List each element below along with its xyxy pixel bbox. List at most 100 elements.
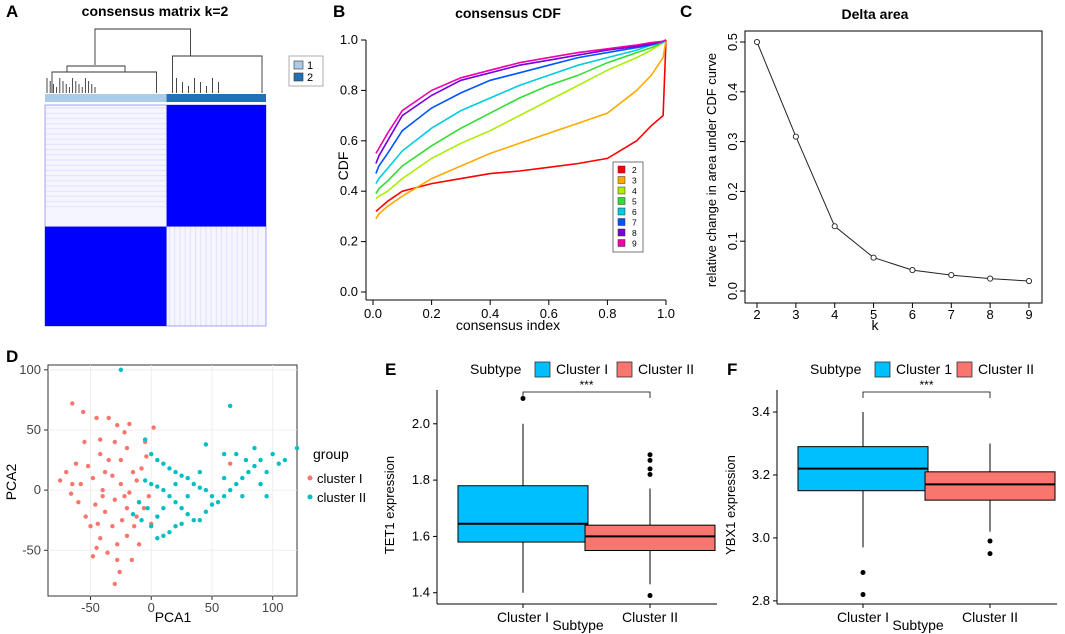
pca-points — [57, 367, 300, 587]
box-x-tick-label: Cluster II — [962, 609, 1018, 625]
pca-point-cluster-ii — [142, 478, 148, 483]
legend-swatch-cluster-1 — [874, 361, 891, 378]
legend-label-cluster-ii: cluster II — [317, 490, 366, 505]
pca-point-cluster-i — [134, 478, 139, 483]
delta-point-k9 — [1025, 277, 1033, 285]
pca-point-cluster-ii — [221, 475, 227, 481]
pca-point-cluster-ii — [203, 487, 209, 493]
pca-point-cluster-ii — [246, 469, 251, 475]
panel-e-legend: Subtype Cluster I Cluster II — [470, 361, 694, 378]
cdf-legend-swatch-6 — [617, 207, 626, 216]
cdf-line-k8 — [375, 39, 667, 164]
delta-line — [756, 41, 1030, 282]
c-x-tick-label: 4 — [831, 307, 838, 322]
legend-box — [288, 55, 324, 87]
pca-point-cluster-i — [102, 469, 108, 475]
pca-point-cluster-i — [227, 461, 233, 466]
panel-d: D -50 0 50 100 -50 0 50 100 PCA1 PCA2 group clu… — [3, 347, 366, 625]
heatmap-block-1 — [166, 105, 266, 227]
pca-point-cluster-i — [70, 401, 75, 406]
pca-point-cluster-i — [124, 505, 130, 511]
pca-point-cluster-i — [102, 509, 108, 514]
pca-point-cluster-ii — [227, 487, 233, 493]
heatmap-block-2 — [45, 226, 167, 326]
cdf-legend-swatch-7 — [617, 218, 626, 226]
pca-point-cluster-ii — [130, 511, 136, 517]
legend-swatch-2 — [293, 72, 304, 82]
pca-point-cluster-i — [127, 490, 132, 495]
legend-label-cluster-i: cluster I — [317, 471, 363, 486]
pca-point-cluster-ii — [179, 473, 184, 478]
c-x-tick-label: 6 — [909, 307, 916, 322]
panel-f-legend: Subtype Cluster 1 Cluster II — [810, 361, 1034, 378]
d-y-tick-label: 0 — [34, 482, 41, 497]
dendro-right — [172, 55, 263, 93]
panel-f-xlabel: Subtype — [892, 617, 944, 633]
box-y-tick-label: 1.6 — [412, 528, 430, 543]
pca-point-cluster-i — [130, 469, 136, 475]
pca-point-cluster-i — [98, 536, 103, 541]
pca-point-cluster-ii — [197, 469, 203, 475]
c-x-tick-label: 7 — [948, 307, 955, 322]
cdf-legend-swatch-2 — [617, 165, 626, 174]
pca-point-cluster-ii — [179, 505, 184, 511]
delta-point-k5 — [870, 254, 877, 261]
b-x-tick-label: 0.2 — [423, 306, 441, 321]
pca-point-cluster-i — [112, 439, 118, 445]
heatmap-block-0 — [45, 105, 167, 227]
pca-point-cluster-ii — [167, 530, 172, 535]
pca-point-cluster-ii — [173, 469, 178, 475]
c-y-tick-label: 0.4 — [725, 83, 740, 101]
cdf-line-k7 — [375, 39, 667, 174]
pca-point-cluster-ii — [252, 463, 257, 469]
box-y-tick-label: 1.4 — [412, 585, 430, 600]
panel-e-legend-title: Subtype — [470, 361, 522, 377]
panel-e-letter: E — [385, 360, 396, 379]
outlier-point — [647, 471, 653, 477]
legend-swatch-cluster-i — [534, 361, 551, 378]
legend-label-2: 2 — [307, 72, 313, 84]
cdf-legend-label-2: 2 — [632, 165, 637, 175]
pca-point-cluster-ii — [276, 461, 281, 466]
pca-point-cluster-i — [95, 521, 101, 527]
pca-point-cluster-ii — [161, 461, 166, 466]
pca-point-cluster-ii — [161, 533, 166, 539]
pca-point-cluster-ii — [155, 457, 160, 463]
pca-point-cluster-i — [57, 478, 63, 483]
panel-e-legend-2: Cluster II — [638, 361, 694, 377]
panel-a-title: consensus matrix k=2 — [82, 3, 229, 19]
pca-point-cluster-i — [110, 473, 115, 478]
delta-area-line — [753, 38, 1033, 285]
cdf-legend-swatch-3 — [617, 176, 626, 184]
delta-point-k4 — [831, 223, 838, 230]
pca-point-cluster-i — [141, 505, 147, 511]
panel-f-ylabel: YBX1 expression — [723, 455, 738, 555]
pca-point-cluster-i — [90, 475, 96, 481]
pca-point-cluster-ii — [155, 536, 160, 541]
cdf-line-k9 — [375, 39, 667, 154]
box-x-tick-label: Cluster II — [622, 609, 678, 625]
cdf-legend-swatch-4 — [617, 186, 626, 195]
pca-point-cluster-i — [112, 497, 118, 502]
cdf-line-k2 — [375, 39, 667, 213]
delta-point-k2 — [753, 38, 761, 46]
panel-e: E Subtype Cluster I Cluster II 1.4 1.6 1.8… — [382, 360, 717, 633]
outlier-point — [860, 592, 866, 598]
pca-point-cluster-i — [115, 542, 120, 547]
c-x-tick-label: 5 — [870, 307, 877, 322]
pca-point-cluster-ii — [209, 502, 215, 507]
pca-point-cluster-i — [88, 524, 93, 529]
pca-point-cluster-ii — [118, 367, 124, 373]
b-x-tick-label: 0.8 — [598, 306, 616, 321]
box-cluster-ii — [924, 471, 1056, 501]
pca-point-cluster-ii — [149, 481, 154, 487]
pca-point-cluster-ii — [173, 524, 178, 529]
cdf-legend-label-5: 5 — [632, 197, 637, 207]
pca-point-cluster-ii — [264, 469, 269, 475]
pca-point-cluster-ii — [258, 457, 263, 463]
pca-point-cluster-i — [129, 557, 135, 563]
b-x-tick-label: 0.4 — [481, 306, 499, 321]
c-x-tick-label: 3 — [792, 307, 799, 322]
panel-c: C Delta area 2 3 4 5 6 7 8 90.00.10.20.30.40.5 … — [680, 2, 1043, 333]
